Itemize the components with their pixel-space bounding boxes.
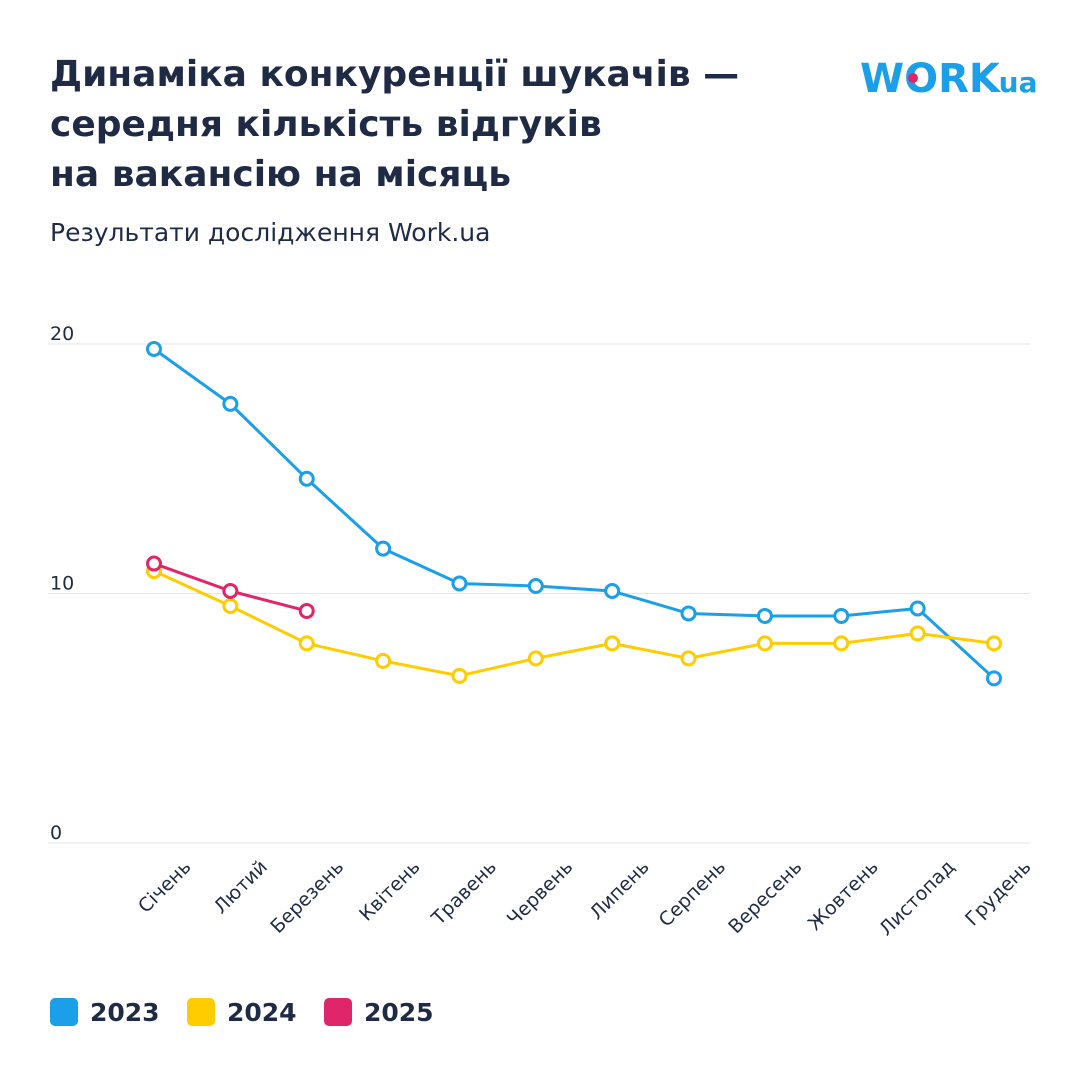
data-point (222, 395, 239, 412)
data-point (833, 607, 850, 624)
x-tick-label: Липень (586, 856, 654, 924)
chart-title: на вакансію на місяць (50, 154, 511, 195)
data-point (222, 583, 239, 600)
x-tick-label: Січень (134, 856, 196, 918)
data-point (146, 555, 162, 572)
legend-label: 2024 (227, 998, 297, 1027)
data-point (298, 602, 315, 619)
x-tick-label: Березень (266, 856, 348, 938)
data-point (986, 635, 1002, 652)
data-point (833, 635, 850, 652)
legend-label: 2025 (364, 998, 434, 1027)
data-point (146, 340, 162, 357)
data-point (909, 625, 926, 642)
y-tick-label: 0 (50, 822, 62, 844)
x-tick-label: Серпень (655, 856, 730, 931)
y-tick-label: 20 (50, 323, 74, 345)
chart-title: Динаміка конкуренції шукачів — (50, 54, 739, 95)
chart-title: середня кількість відгуків (50, 104, 602, 145)
logo-suffix: .ua (988, 66, 1037, 99)
legend-swatch (324, 998, 352, 1026)
data-point (451, 575, 468, 592)
logo-dot (908, 73, 918, 83)
x-tick-label: Листопад (875, 856, 959, 940)
x-tick-label: Травень (427, 856, 501, 930)
legend-swatch (187, 998, 215, 1026)
x-tick-label: Жовтень (804, 856, 883, 935)
data-point (375, 540, 392, 557)
data-point (756, 607, 773, 624)
data-point (527, 650, 544, 667)
data-point (222, 597, 239, 614)
data-point (680, 650, 697, 667)
data-point (680, 605, 697, 622)
data-point (298, 470, 315, 487)
series-line (153, 347, 996, 680)
data-point (756, 635, 773, 652)
data-point (604, 583, 621, 600)
logo: WORK .ua (860, 56, 1037, 102)
data-point (527, 578, 544, 595)
data-point (604, 635, 621, 652)
data-point (909, 600, 926, 617)
series-line (153, 569, 995, 678)
logo-main: WORK (860, 56, 1002, 102)
data-point (375, 652, 392, 669)
legend-label: 2023 (90, 998, 160, 1027)
y-tick-label: 10 (50, 573, 74, 595)
legend-swatch (50, 998, 78, 1026)
data-point (986, 670, 1002, 687)
x-tick-label: Грудень (961, 856, 1035, 930)
x-tick-label: Червень (503, 856, 577, 930)
data-point (298, 635, 315, 652)
chart-subtitle: Результати дослідження Work.ua (50, 218, 490, 247)
x-tick-label: Квітень (355, 856, 425, 926)
x-tick-label: Лютий (210, 856, 272, 918)
data-point (451, 667, 468, 684)
x-tick-label: Вересень (724, 856, 806, 938)
